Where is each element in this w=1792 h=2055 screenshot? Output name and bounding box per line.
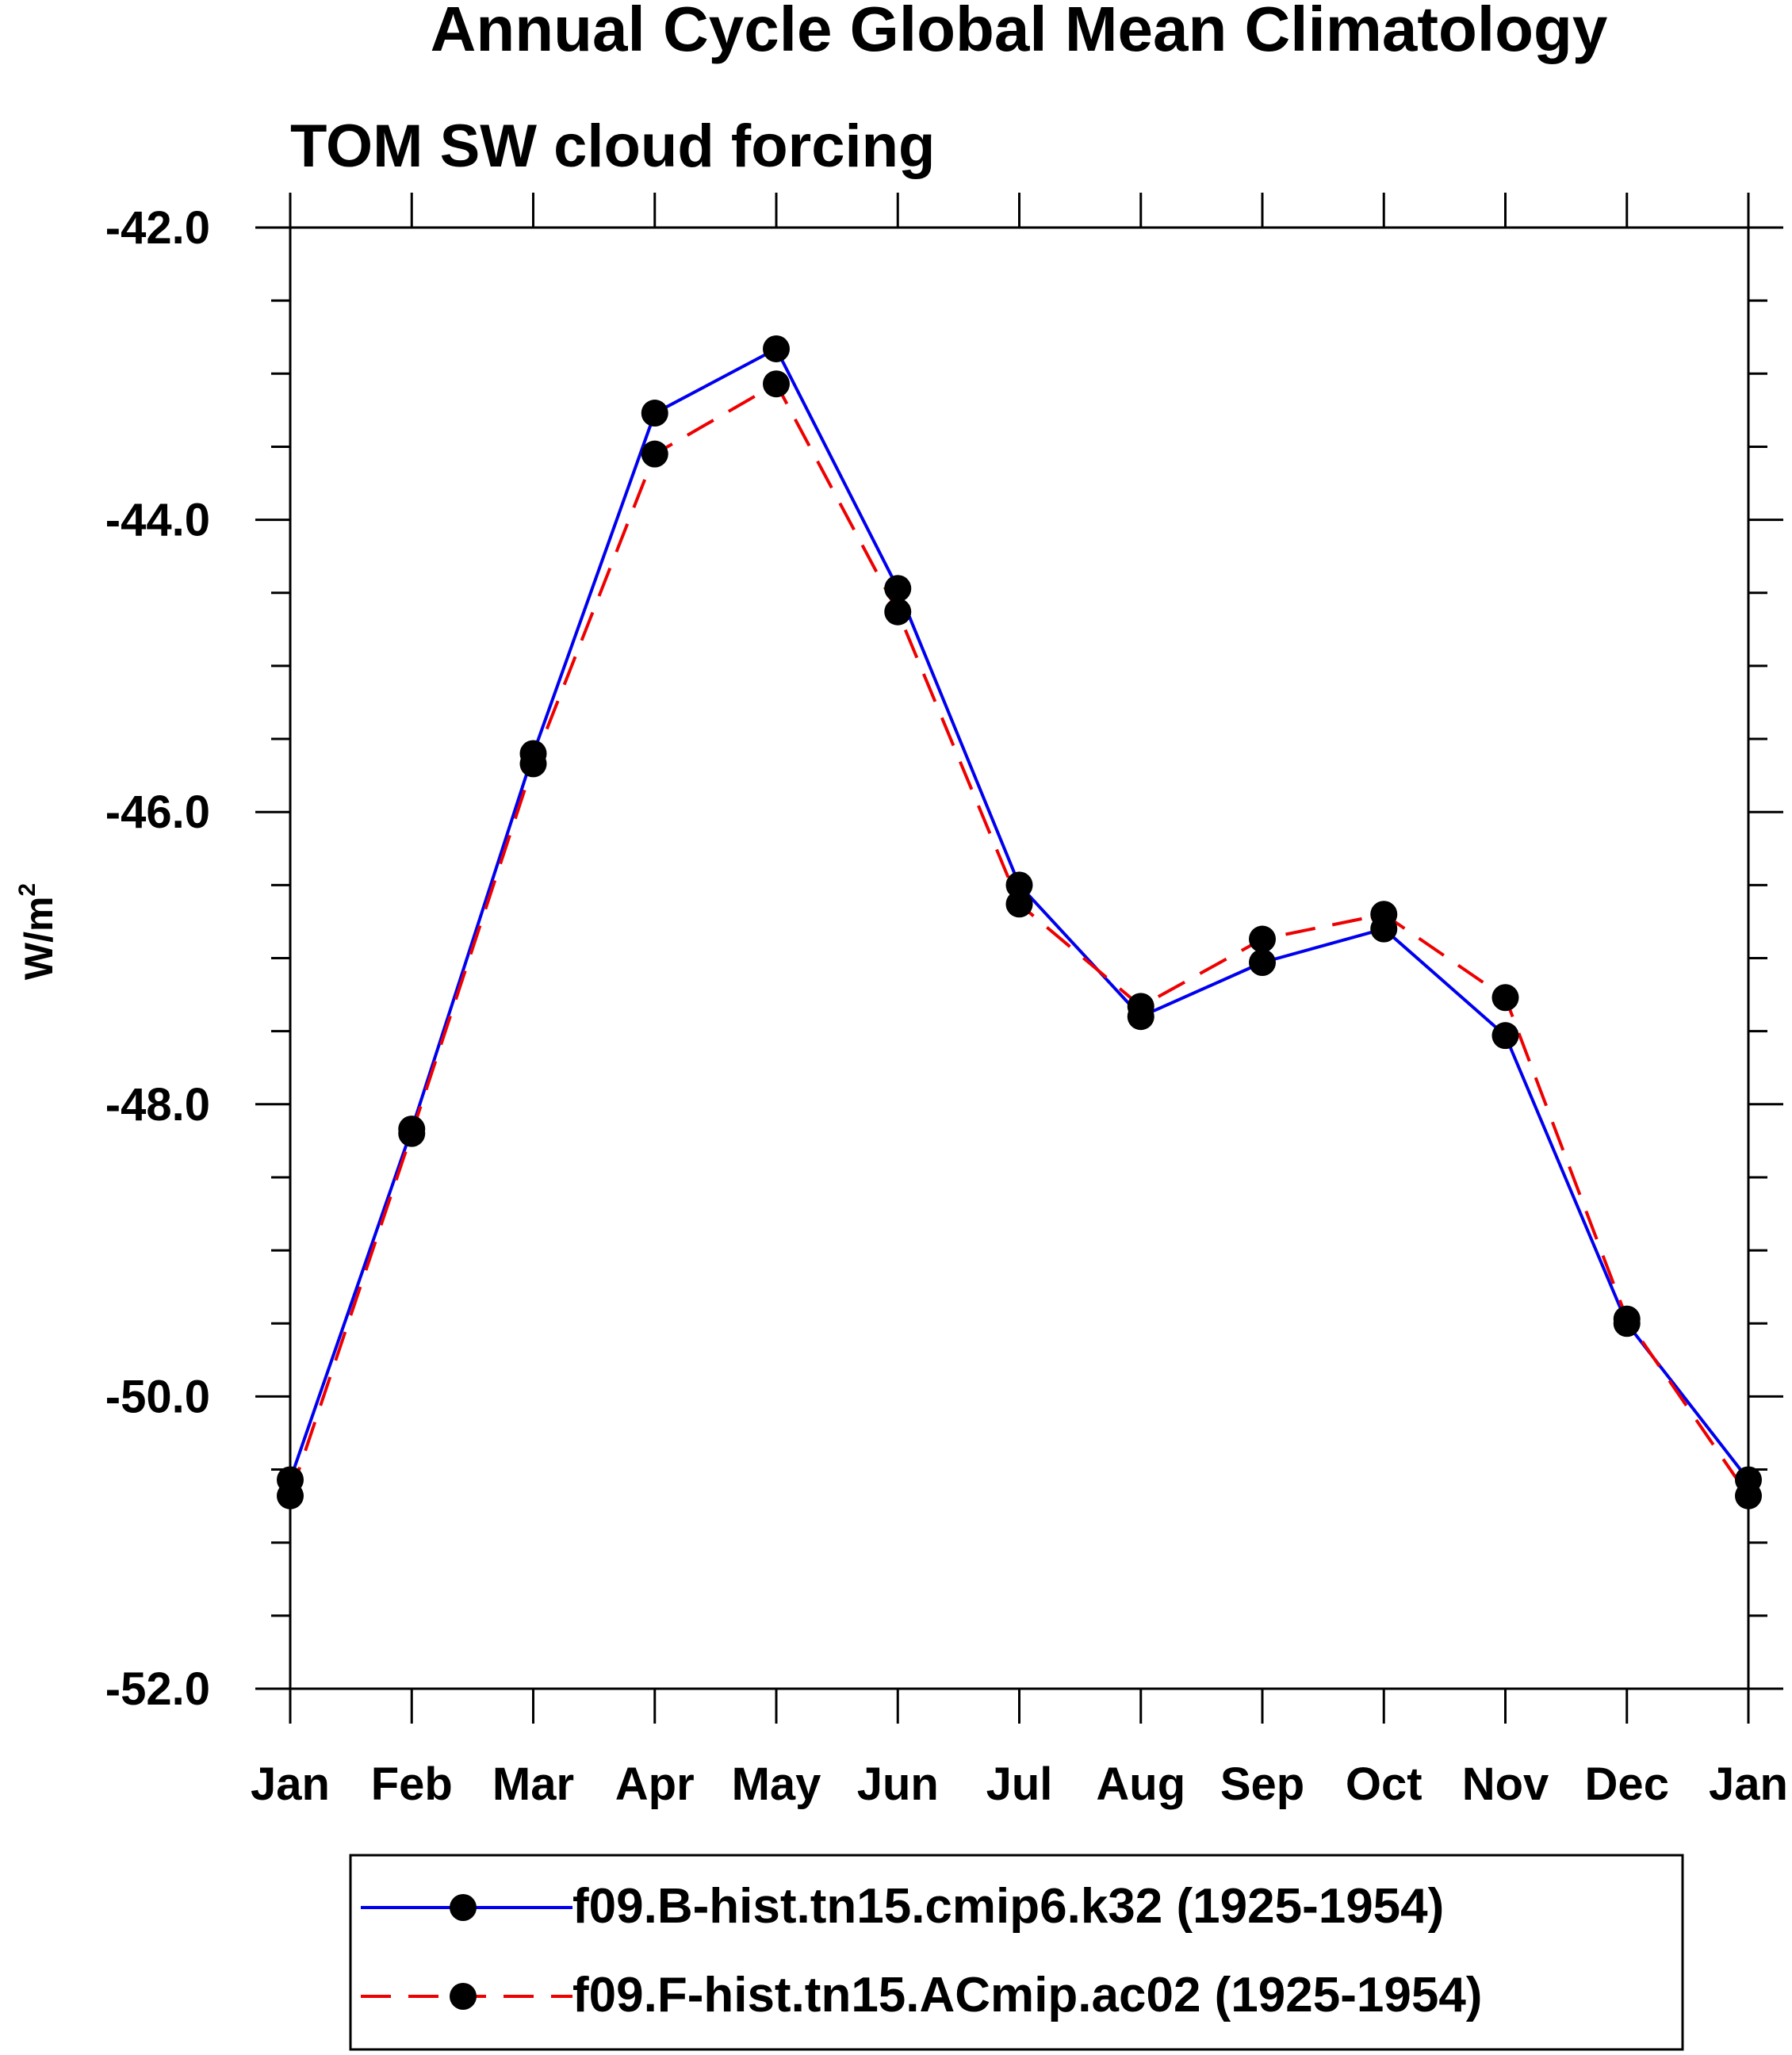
data-point-series-2 [398,1119,426,1147]
x-tick-label: Sep [1220,1758,1304,1810]
y-tick-label: -50.0 [105,1371,210,1422]
marker-layer [277,335,1762,1510]
y-axis-label-base: W/m [17,897,61,981]
data-point-series-2 [519,750,547,778]
data-point-series-1 [1249,949,1276,977]
legend: f09.B-hist.tn15.cmip6.k32 (1925-1954) f0… [349,1854,1684,2051]
x-tick-label: Dec [1585,1758,1669,1810]
chart-title: Annual Cycle Global Mean Climatology [431,0,1608,64]
data-point-series-2 [1370,901,1398,928]
y-tick-label: -44.0 [105,495,210,546]
data-point-series-1 [641,400,668,427]
data-point-series-2 [1491,984,1519,1012]
x-tick-label: May [732,1758,821,1810]
data-point-series-1 [1005,871,1033,899]
axes-group [255,193,1783,1724]
data-point-series-2 [884,598,912,626]
plot-frame [289,226,1750,1690]
y-tick-label: -46.0 [105,786,210,838]
x-tick-labels: Jan Feb Mar Apr May Jun Jul Aug Sep Oct Nov Dec Jan [251,1758,1788,1810]
y-tick-labels: -42.0 -44.0 -46.0 -48.0 -50.0 -52.0 [105,202,210,1715]
x-tick-label: Aug [1096,1758,1185,1810]
y-tick-label: -48.0 [105,1079,210,1131]
x-tick-label: Mar [492,1758,574,1810]
legend-box [349,1854,1684,2051]
legend-marker-series-1 [450,1894,477,1921]
data-point-series-1 [763,335,790,362]
x-tick-label: Jul [986,1758,1053,1810]
data-point-series-2 [277,1482,304,1510]
series-layer [289,347,1750,1497]
x-tick-label: Apr [615,1758,695,1810]
data-point-series-2 [1249,925,1276,953]
data-point-series-2 [1613,1305,1641,1333]
chart-subtitle: TOM SW cloud forcing [290,113,935,180]
data-point-series-2 [1127,993,1154,1020]
x-tick-label: Jan [1709,1758,1788,1810]
y-tick-label: -52.0 [105,1663,210,1715]
y-axis-label: W/m2 [14,883,61,980]
data-point-series-1 [884,575,912,603]
x-tick-label: Jun [857,1758,939,1810]
data-point-series-2 [1735,1482,1762,1510]
x-tick-label: Jan [251,1758,330,1810]
series-line-2 [289,382,1750,1497]
data-point-series-2 [641,440,668,468]
legend-marker-series-2 [450,1983,477,2010]
y-tick-label: -42.0 [105,202,210,254]
x-tick-label: Nov [1462,1758,1549,1810]
data-point-series-2 [1005,890,1033,918]
x-tick-label: Feb [371,1758,453,1810]
legend-label-series-1: f09.B-hist.tn15.cmip6.k32 (1925-1954) [572,1879,1444,1934]
x-tick-label: Oct [1346,1758,1422,1810]
y-axis-label-superscript: 2 [14,883,40,897]
data-point-series-1 [1491,1022,1519,1050]
data-point-series-2 [763,370,790,398]
legend-label-series-2: f09.F-hist.tn15.ACmip.ac02 (1925-1954) [572,1968,1482,2022]
